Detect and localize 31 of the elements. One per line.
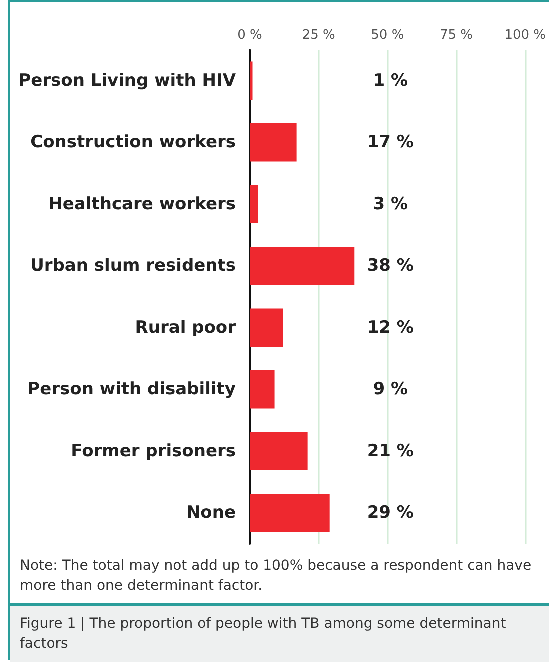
bar (250, 370, 275, 409)
x-tick-label: 100 % (504, 28, 546, 43)
bar (250, 62, 253, 100)
y-tick-label: None (186, 503, 236, 524)
x-tick-label: 75 % (440, 28, 474, 43)
bar (250, 494, 330, 532)
y-tick-label: Person Living with HIV (18, 70, 237, 91)
x-tick-label: 50 % (371, 28, 404, 43)
data-label: 21 % (367, 441, 414, 462)
data-label: 1 % (373, 70, 408, 91)
y-tick-label: Urban slum residents (30, 256, 236, 276)
data-label: 17 % (367, 132, 414, 153)
bar (250, 246, 355, 286)
data-label: 12 % (367, 318, 414, 338)
bar (250, 308, 284, 348)
x-tick-label: 0 % (238, 28, 262, 43)
data-label: 9 % (373, 380, 408, 400)
data-label: 29 % (367, 503, 414, 524)
text: Note: The total may not add up to 100% because a respondent can have more than one determinant factor. (10, 552, 549, 606)
caption: Figure 1 | The proportion of people with TB among some determinant factors (10, 606, 549, 662)
bar (250, 185, 258, 224)
bar (250, 432, 308, 471)
y-tick-label: Person with disability (28, 380, 236, 400)
y-tick-label: Healthcare workers (48, 194, 236, 214)
y-tick-label: Construction workers (30, 132, 236, 153)
data-label: 38 % (367, 256, 414, 276)
data-label: 3 % (373, 194, 408, 214)
bar (250, 123, 297, 162)
y-tick-label: Rural poor (135, 318, 237, 338)
x-tick-label: 25 % (302, 28, 336, 43)
y-tick-label: Former prisoners (71, 441, 236, 462)
